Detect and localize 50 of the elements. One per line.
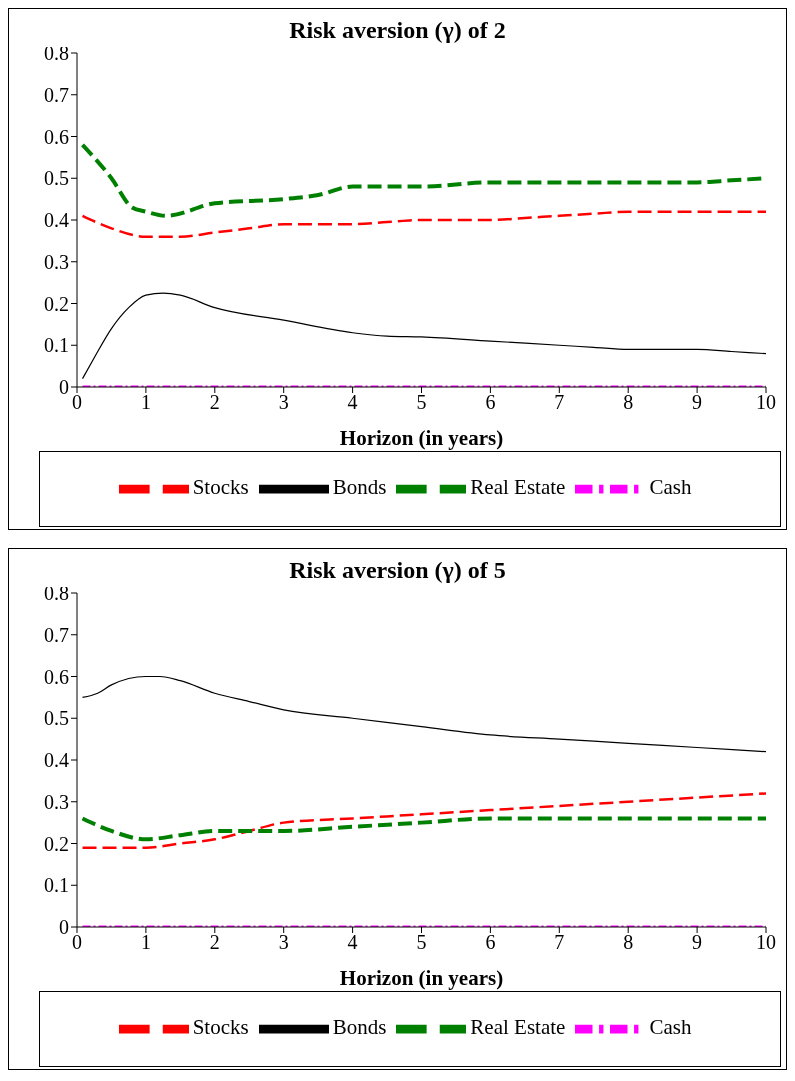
y-tick-label: 0.8 [44, 42, 69, 65]
y-tick-label: 0 [59, 376, 69, 399]
y-tick-label: 0.6 [44, 125, 69, 148]
x-tick-label: 7 [554, 391, 565, 414]
x-tick-label: 1 [140, 931, 151, 954]
y-tick-label: 0.1 [44, 334, 69, 357]
chart-title: Risk aversion (γ) of 2 [289, 17, 506, 43]
x-tick-label: 1 [140, 391, 151, 414]
legend-label: Cash [649, 1014, 692, 1039]
y-tick-label: 0.2 [44, 292, 69, 315]
x-tick-label: 8 [623, 391, 634, 414]
y-tick-label: 0.4 [44, 749, 69, 772]
x-tick-label: 6 [485, 931, 496, 954]
x-tick-label: 9 [692, 391, 703, 414]
y-tick-label: 0.1 [44, 874, 69, 897]
y-tick-label: 0.3 [44, 790, 69, 813]
legend-label: Stocks [192, 474, 249, 499]
legend-label: Real Estate [470, 1014, 566, 1039]
x-tick-label: 6 [485, 391, 496, 414]
x-tick-label: 2 [209, 931, 220, 954]
x-axis-title: Horizon (in years) [339, 966, 504, 990]
y-tick-label: 0.7 [44, 623, 69, 646]
y-tick-label: 0.5 [44, 707, 69, 730]
x-tick-label: 10 [756, 931, 776, 954]
y-tick-label: 0.8 [44, 582, 69, 605]
y-tick-label: 0.5 [44, 167, 69, 190]
x-axis-title: Horizon (in years) [339, 426, 504, 450]
x-tick-label: 4 [347, 391, 358, 414]
x-tick-label: 7 [554, 931, 565, 954]
y-tick-label: 0.4 [44, 209, 69, 232]
x-tick-label: 3 [278, 391, 289, 414]
legend-label: Cash [649, 474, 692, 499]
x-tick-label: 2 [209, 391, 220, 414]
legend-label: Stocks [192, 1014, 249, 1039]
x-tick-label: 3 [278, 931, 289, 954]
legend-label: Bonds [332, 1014, 387, 1039]
x-tick-label: 5 [416, 931, 427, 954]
legend-label: Real Estate [470, 474, 566, 499]
y-tick-label: 0.3 [44, 250, 69, 273]
y-tick-label: 0.6 [44, 665, 69, 688]
legend-label: Bonds [332, 474, 387, 499]
x-tick-label: 9 [692, 931, 703, 954]
y-tick-label: 0.2 [44, 832, 69, 855]
y-tick-label: 0.7 [44, 83, 69, 106]
x-tick-label: 10 [756, 391, 776, 414]
x-tick-label: 5 [416, 391, 427, 414]
x-tick-label: 8 [623, 931, 634, 954]
chart-title: Risk aversion (γ) of 5 [289, 557, 506, 583]
x-tick-label: 4 [347, 931, 358, 954]
y-tick-label: 0 [59, 916, 69, 939]
